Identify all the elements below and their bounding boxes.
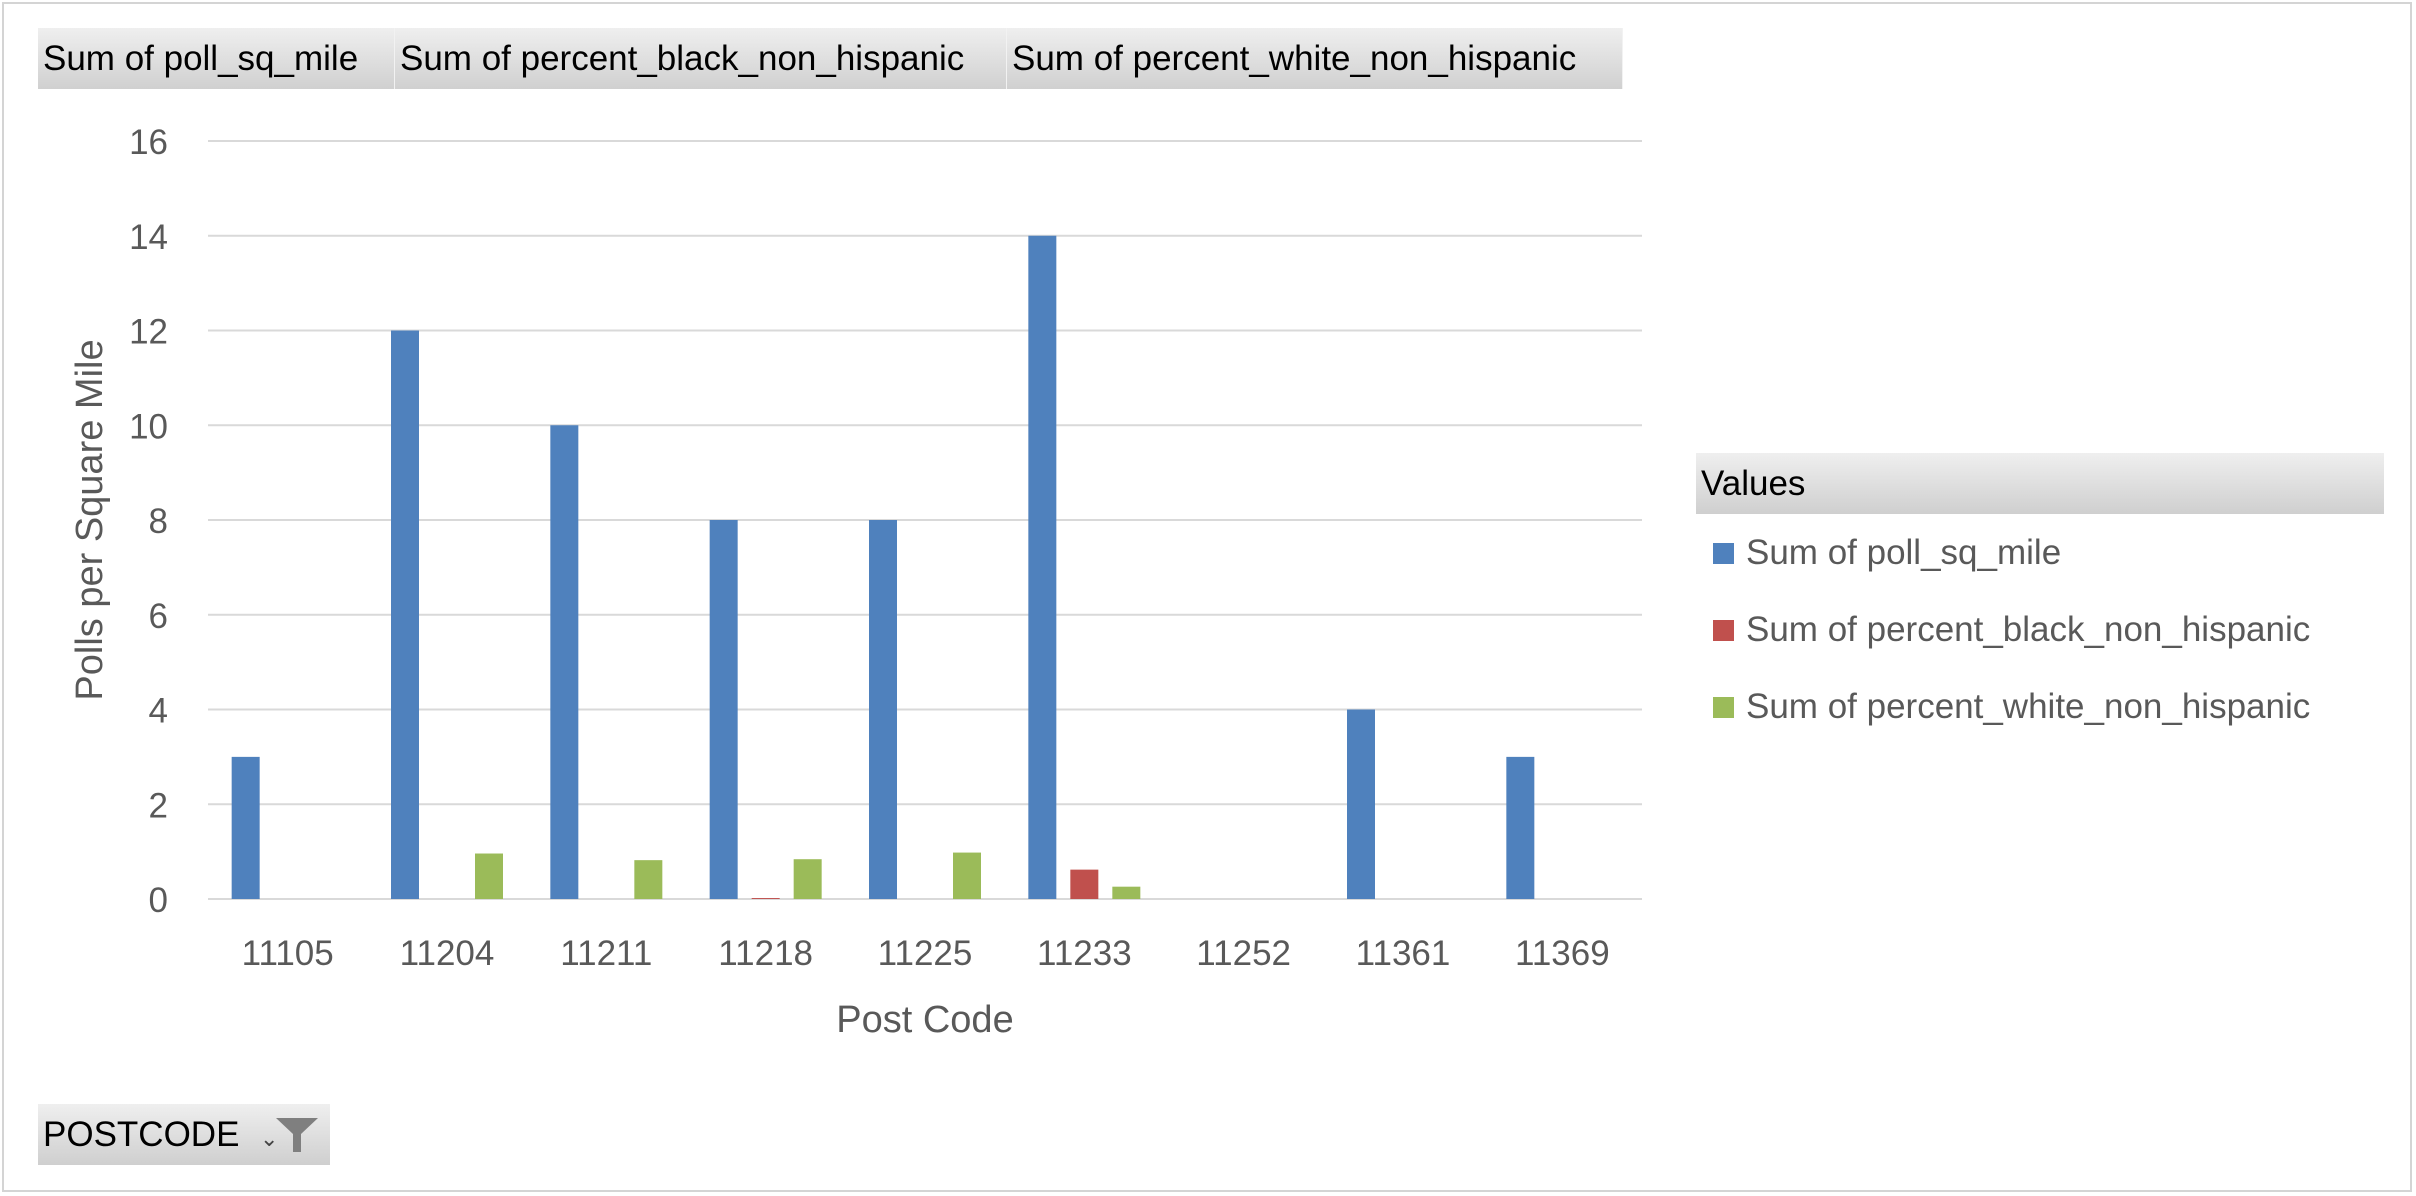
field-button-percent-white[interactable]: Sum of percent_white_non_hispanic <box>1007 28 1623 89</box>
bar <box>1112 886 1141 899</box>
bar <box>231 756 260 899</box>
postcode-filter-button[interactable]: POSTCODE ⌄ <box>38 1104 330 1165</box>
bar <box>634 860 663 899</box>
bar <box>869 520 897 899</box>
bar <box>475 853 503 899</box>
field-button-percent-black[interactable]: Sum of percent_black_non_hispanic <box>395 28 1007 89</box>
x-tick-label: 11105 <box>242 934 334 973</box>
gridlines <box>208 140 1642 900</box>
y-tick-label: 6 <box>149 597 168 636</box>
legend-swatch <box>1713 620 1734 641</box>
x-tick-label: 11218 <box>718 934 813 973</box>
postcode-filter-label: POSTCODE <box>43 1115 240 1154</box>
dropdown-indicator-icon: ⌄ <box>260 1126 279 1151</box>
x-axis-title: Post Code <box>836 999 1013 1041</box>
bar <box>793 859 822 899</box>
bars <box>231 235 1535 899</box>
y-tick-label: 10 <box>129 407 168 446</box>
y-tick-label: 8 <box>149 502 168 541</box>
y-tick-label: 12 <box>129 313 168 352</box>
bar <box>1347 709 1375 899</box>
y-axis-title: Polls per Square Mile <box>69 339 111 700</box>
bar <box>709 520 738 899</box>
field-button-poll-sq-mile[interactable]: Sum of poll_sq_mile <box>38 28 395 89</box>
bar <box>751 898 780 899</box>
x-tick-labels: 11105 11204 11211 11218 11225 11233 11252 11361… <box>242 934 1610 973</box>
x-tick-label: 11369 <box>1515 934 1610 973</box>
x-tick-label: 11211 <box>560 934 652 973</box>
y-tick-label: 0 <box>149 881 168 920</box>
x-tick-label: 11225 <box>878 934 973 973</box>
y-tick-label: 2 <box>149 786 168 825</box>
y-tick-label: 14 <box>129 218 168 257</box>
bar <box>953 852 981 899</box>
bar <box>550 425 579 899</box>
legend-label: Sum of poll_sq_mile <box>1746 533 2062 572</box>
y-tick-label: 16 <box>129 123 168 162</box>
y-tick-labels: 0 2 4 6 8 10 12 14 16 <box>129 123 168 920</box>
x-tick-label: 11252 <box>1196 934 1291 973</box>
legend-label: Sum of percent_white_non_hispanic <box>1746 687 2311 726</box>
bar <box>391 330 419 899</box>
x-tick-label: 11233 <box>1037 934 1132 973</box>
y-tick-label: 4 <box>149 692 168 731</box>
legend-swatch <box>1713 543 1734 564</box>
legend-label: Sum of percent_black_non_hispanic <box>1746 610 2311 649</box>
bar <box>1070 869 1099 899</box>
x-tick-label: 11361 <box>1356 934 1451 973</box>
funnel-filter-icon <box>276 1118 318 1152</box>
x-tick-label: 11204 <box>400 934 495 973</box>
bar <box>1506 756 1535 899</box>
bar <box>1028 235 1057 899</box>
legend-header[interactable]: Values <box>1696 453 2384 514</box>
legend-swatch <box>1713 697 1734 718</box>
